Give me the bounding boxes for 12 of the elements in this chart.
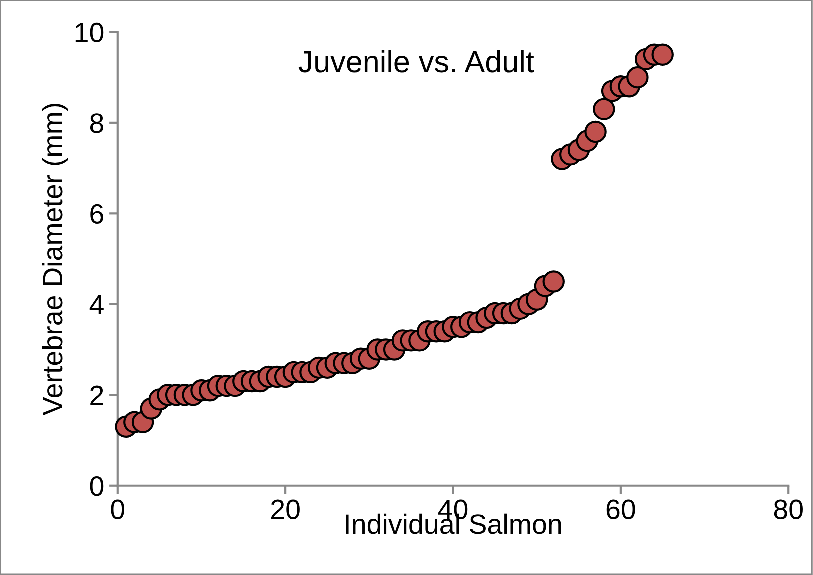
y-tick-label: 8 <box>90 114 104 134</box>
y-tick-label: 0 <box>90 476 104 496</box>
y-axis-title: Vertebrae Diameter (mm) <box>42 104 68 416</box>
y-tick-label: 6 <box>90 204 104 224</box>
x-tick-label: 80 <box>774 500 803 520</box>
y-tick-label: 10 <box>76 22 104 43</box>
x-tick-label: 60 <box>606 500 636 520</box>
x-tick-label: 20 <box>272 500 300 520</box>
y-tick-label: 4 <box>90 295 104 314</box>
x-tick-label: 0 <box>111 500 125 520</box>
chart-title: Juvenile vs. Adult <box>298 50 534 73</box>
y-tick-label: 2 <box>90 386 104 406</box>
